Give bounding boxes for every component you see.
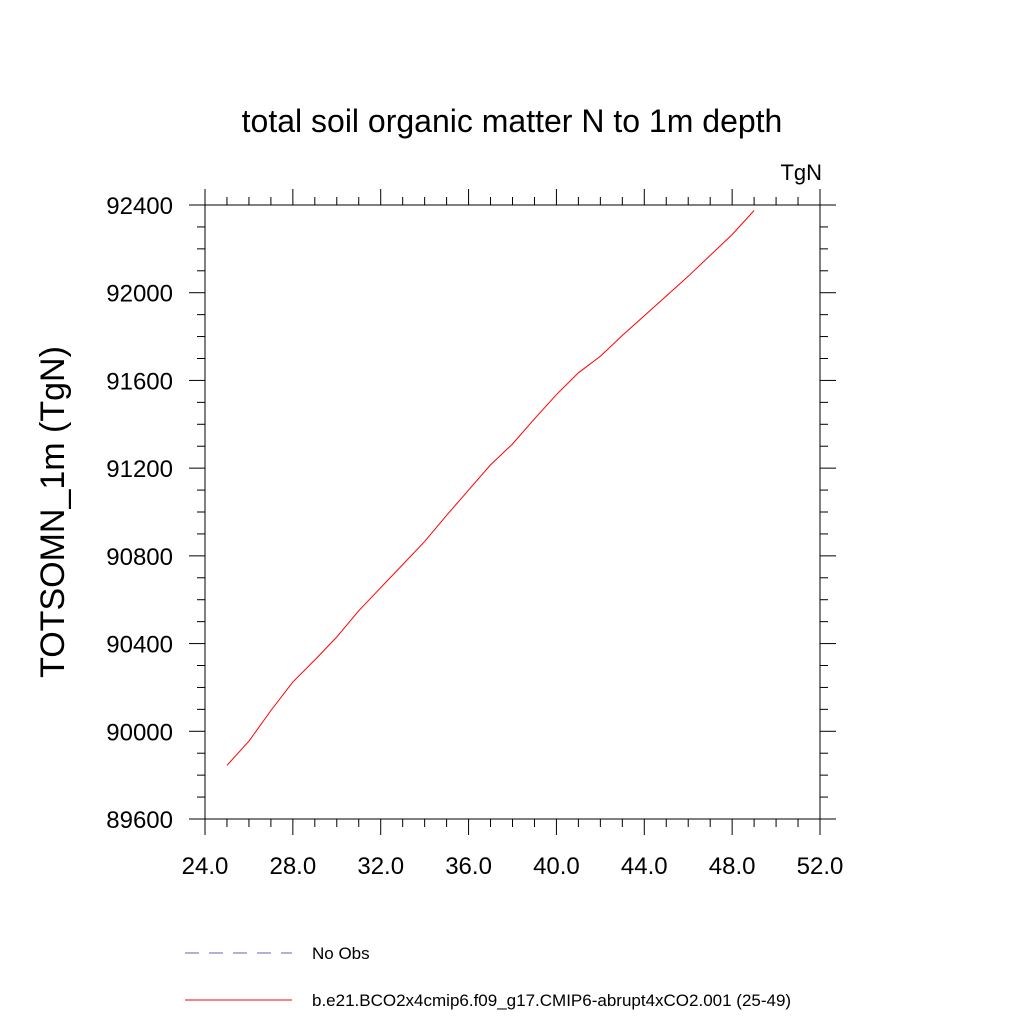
units-label: TgN [780,160,822,185]
y-tick-label: 90400 [106,632,173,659]
series-lines [226,210,755,766]
y-tick-label: 91200 [106,456,173,483]
x-tick-label: 36.0 [445,853,492,880]
x-tick-label: 52.0 [797,853,844,880]
legend: No Obs b.e21.BCO2x4cmip6.f09_g17.CMIP6-a… [185,944,791,1010]
x-tick-label: 24.0 [182,853,229,880]
x-tick-label: 28.0 [269,853,316,880]
plot-frame [204,204,821,820]
y-tick-label: 91600 [106,368,173,395]
legend-label-no-obs: No Obs [312,944,370,963]
y-tick-label: 90800 [106,544,173,571]
y-axis-label: TOTSOMN_1m (TgN) [34,346,72,678]
tick-labels: 24.0 28.0 32.0 36.0 40.0 44.0 48.0 52.0 89600 900… [106,193,843,880]
x-tick-label: 48.0 [709,853,756,880]
legend-label-model-run: b.e21.BCO2x4cmip6.f09_g17.CMIP6-abrupt4x… [312,991,791,1010]
y-tick-label: 92000 [106,281,173,308]
y-tick-label: 92400 [106,193,173,220]
x-tick-label: 32.0 [357,853,404,880]
y-tick-label: 89600 [106,807,173,834]
x-tick-label: 44.0 [621,853,668,880]
chart-title: total soil organic matter N to 1m depth [242,103,783,139]
axis-ticks [189,189,836,835]
x-tick-label: 40.0 [533,853,580,880]
series-line-1 [226,210,755,766]
y-tick-label: 90000 [106,719,173,746]
